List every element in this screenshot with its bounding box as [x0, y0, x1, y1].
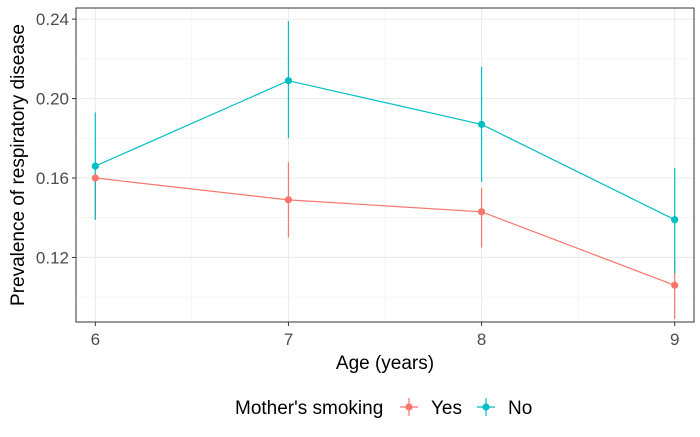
data-point-yes [91, 174, 99, 182]
y-tick-label: 0.12 [36, 248, 69, 267]
panel-border [75, 7, 695, 323]
legend-label-no: No [508, 398, 532, 419]
x-tick-label: 9 [670, 330, 679, 349]
legend-title: Mother's smoking [235, 398, 383, 419]
x-tick-label: 6 [91, 330, 100, 349]
data-point-yes [284, 196, 293, 204]
data-point-no [671, 216, 679, 224]
data-point-no [91, 162, 99, 170]
data-point-no [477, 120, 486, 128]
x-axis: 6 7 8 9 [91, 322, 679, 349]
x-axis-title: Age (years) [336, 353, 434, 374]
y-tick-label: 0.16 [36, 169, 69, 188]
data-points [91, 77, 679, 289]
legend: Mother's smoking Yes No [235, 398, 532, 419]
series-lines [95, 80, 675, 286]
series-line-no [95, 80, 675, 221]
y-tick-label: 0.20 [36, 90, 69, 109]
x-tick-label: 7 [284, 330, 293, 349]
y-axis: 0.12 0.16 0.20 0.24 [36, 10, 76, 267]
minor-grid [76, 8, 694, 322]
x-tick-label: 8 [477, 330, 486, 349]
legend-keys: Yes No [400, 398, 532, 419]
legend-point-yes [405, 403, 413, 411]
legend-key-no: No [477, 398, 532, 419]
legend-label-yes: Yes [431, 398, 462, 419]
legend-point-no [482, 403, 490, 411]
y-tick-label: 0.24 [36, 10, 69, 29]
y-axis-title: Prevalence of respiratory disease [8, 24, 29, 306]
data-point-yes [477, 208, 486, 216]
data-point-no [284, 77, 293, 85]
data-point-yes [671, 281, 679, 289]
series-line-yes [95, 177, 675, 286]
legend-key-yes: Yes [400, 398, 462, 419]
